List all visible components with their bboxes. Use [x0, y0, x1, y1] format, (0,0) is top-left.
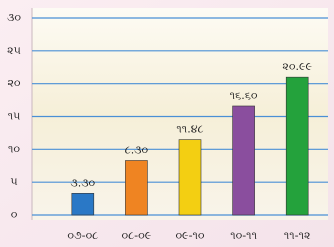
- bar: [233, 106, 255, 215]
- chart: ૦ ૫ ૧૦ ૧૫ ૨૦ ૨૫ ૩૦ ૦૭-૦૮ ૩.૩૦ ૦૮-૦૯ ૮.૩૦ ૦૯-૧૦ ૧૧.૪૮…: [0, 0, 334, 247]
- y-tick-label: ૨૦: [7, 77, 20, 90]
- bar: [286, 77, 308, 215]
- x-tick-label: ૦૭-૦૮: [67, 229, 98, 242]
- bar: [179, 140, 201, 215]
- value-label: ૨૦.૯૯: [282, 60, 312, 73]
- x-tick-label: ૦૯-૧૦: [175, 229, 204, 242]
- x-tick-label: ૧૦-૧૧: [230, 229, 257, 242]
- x-tick-label: ૦૮-૦૯: [122, 229, 152, 242]
- value-label: ૧૧.૪૮: [176, 123, 203, 136]
- value-label: ૧૬.૬૦: [230, 89, 258, 102]
- y-tick-label: ૧૦: [8, 142, 20, 155]
- y-tick-label: ૨૫: [7, 44, 21, 57]
- y-tick-label: ૦: [11, 208, 18, 221]
- bar: [125, 160, 147, 215]
- y-tick-label: ૫: [10, 175, 17, 188]
- bar: [72, 193, 94, 215]
- value-label: ૮.૩૦: [125, 143, 149, 156]
- y-tick-label: ૩૦: [7, 11, 21, 24]
- x-tick-label: ૧૧-૧૨: [284, 229, 311, 242]
- y-tick-label: ૧૫: [8, 110, 21, 123]
- value-label: ૩.૩૦: [70, 176, 95, 189]
